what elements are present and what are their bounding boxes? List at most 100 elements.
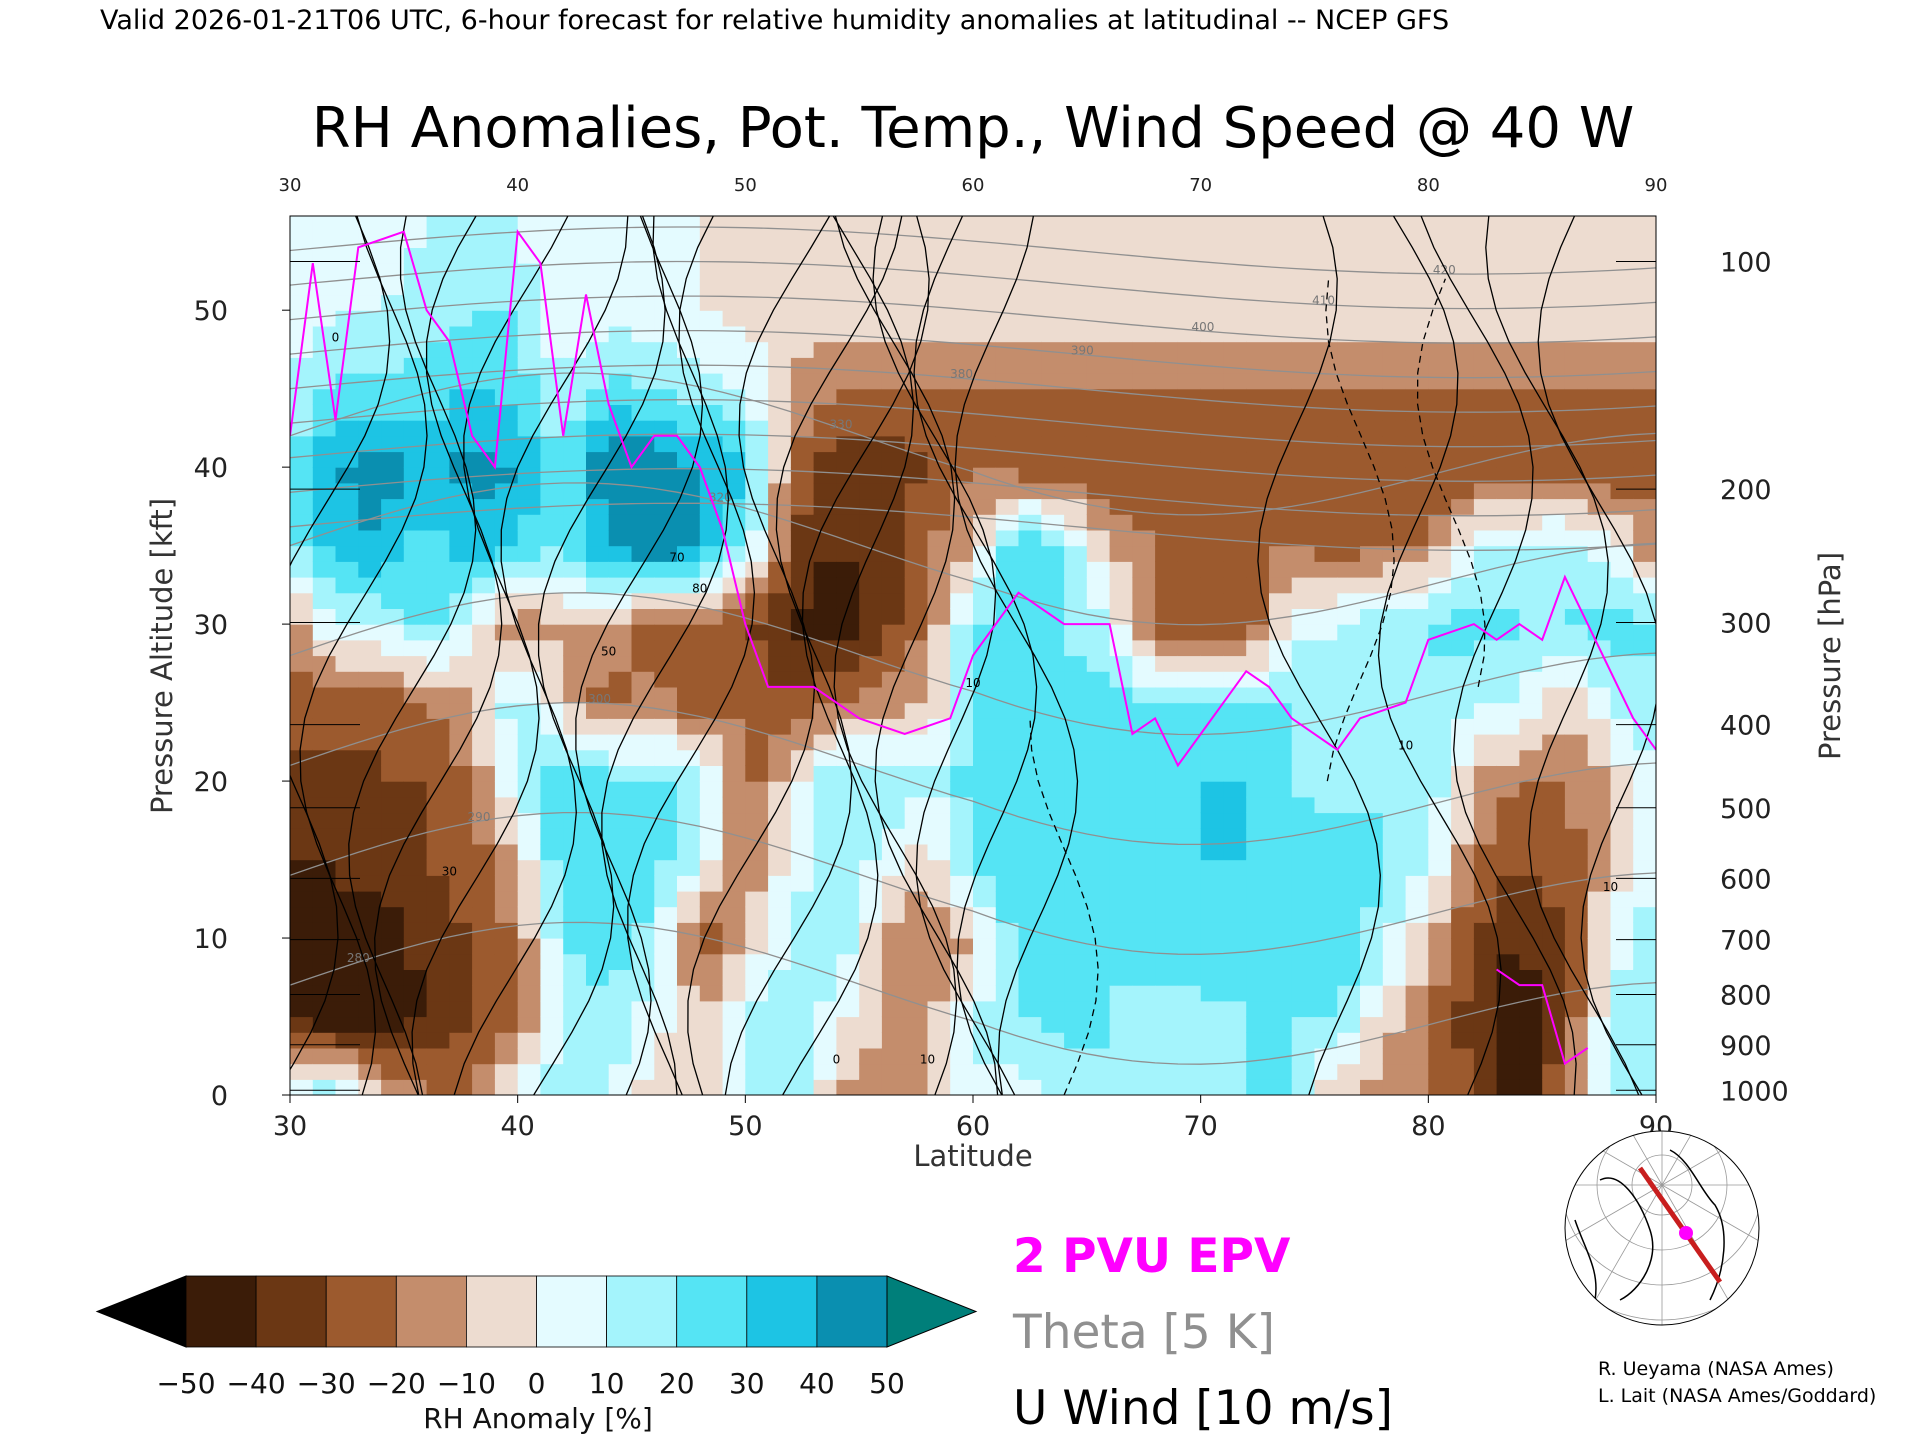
rh-cell	[1223, 482, 1247, 500]
rh-cell	[472, 749, 496, 766]
rh-cell	[881, 1000, 906, 1018]
rh-cell	[1405, 341, 1429, 358]
rh-cell	[1451, 702, 1475, 719]
rh-cell	[859, 624, 883, 641]
rh-cell	[654, 451, 678, 468]
rh-cell	[654, 247, 678, 264]
rh-cell	[859, 953, 883, 970]
rh-cell	[381, 561, 405, 578]
rh-cell	[1269, 985, 1293, 1002]
rh-cell	[904, 514, 929, 531]
rh-cell	[950, 828, 974, 845]
rh-cell	[1223, 718, 1247, 735]
rh-cell	[1496, 467, 1520, 484]
rh-cell	[631, 843, 655, 861]
rh-cell	[1337, 592, 1361, 609]
rh-cell	[563, 859, 587, 876]
u-wind-contour	[1537, 216, 1656, 1095]
rh-cell	[813, 1079, 837, 1095]
rh-cell	[312, 467, 337, 484]
rh-cell	[426, 765, 450, 782]
rh-cell	[1451, 216, 1475, 233]
rh-cell	[722, 828, 746, 845]
rh-cell	[950, 686, 974, 704]
u-wind-contour	[299, 216, 428, 1095]
rh-cell	[1496, 812, 1520, 829]
rh-cell	[1041, 655, 1065, 672]
rh-cell	[1155, 985, 1179, 1002]
rh-cell	[1542, 529, 1566, 547]
rh-cell	[631, 985, 655, 1002]
rh-cell	[1428, 310, 1452, 327]
rh-cell	[358, 765, 382, 782]
rh-cell	[1041, 529, 1065, 547]
rh-cell	[1177, 796, 1202, 814]
rh-cell	[904, 718, 929, 735]
rh-cell	[1564, 310, 1589, 327]
rh-cell	[1451, 577, 1475, 594]
rh-cell	[1200, 859, 1225, 876]
rh-cell	[1246, 875, 1270, 892]
rh-cell	[1041, 890, 1065, 908]
rh-cell	[1473, 655, 1498, 672]
u-wind-label: 0	[332, 331, 340, 345]
rh-cell	[1223, 357, 1247, 374]
rh-cell	[859, 686, 883, 704]
rh-cell	[1086, 969, 1111, 986]
rh-cell	[1132, 1079, 1156, 1095]
map-meridian	[1565, 1131, 1663, 1186]
rh-cell	[1086, 953, 1111, 970]
rh-cell	[1610, 718, 1634, 735]
rh-cell	[1064, 734, 1088, 751]
u-wind-contour	[872, 216, 1016, 1095]
rh-cell	[1109, 749, 1133, 766]
rh-cell	[540, 655, 564, 672]
rh-cell	[563, 467, 587, 484]
rh-cell	[1360, 1000, 1384, 1018]
rh-cell	[1132, 247, 1156, 264]
rh-cell	[312, 1016, 337, 1033]
rh-cell	[631, 325, 655, 343]
rh-cell	[836, 1032, 860, 1049]
rh-cell	[1451, 1016, 1475, 1033]
x-tick-label-top: 60	[962, 175, 985, 196]
rh-cell	[1473, 451, 1498, 468]
rh-cell	[768, 655, 792, 672]
rh-cell	[950, 310, 974, 327]
rh-cell	[472, 1063, 496, 1080]
rh-cell	[517, 655, 542, 672]
rh-cell	[1041, 843, 1065, 861]
rh-cell	[1223, 859, 1247, 876]
rh-cell	[608, 310, 633, 327]
rh-cell	[836, 734, 860, 751]
rh-cell	[1610, 843, 1634, 861]
theta-label: 290	[468, 810, 491, 824]
rh-cell	[335, 1000, 359, 1018]
rh-cell	[927, 922, 951, 939]
rh-cell	[1337, 890, 1361, 908]
rh-cell	[358, 812, 382, 829]
rh-cell	[859, 577, 883, 594]
rh-cell	[1610, 278, 1634, 296]
rh-cell	[1337, 953, 1361, 970]
rh-cell	[1018, 781, 1042, 798]
rh-cell	[403, 624, 428, 641]
rh-cell	[358, 985, 382, 1002]
rh-cell	[335, 624, 359, 641]
rh-cell	[1269, 1063, 1293, 1080]
rh-cell	[859, 718, 883, 735]
rh-cell	[1223, 985, 1247, 1002]
rh-cell	[813, 263, 837, 280]
rh-cell	[1587, 671, 1612, 688]
rh-cell	[1519, 796, 1543, 814]
rh-cell	[836, 843, 860, 861]
rh-cell	[358, 655, 382, 672]
rh-cell	[1337, 482, 1361, 500]
rh-cell	[1041, 985, 1065, 1002]
rh-cell	[1337, 1063, 1361, 1080]
rh-cell	[654, 686, 678, 704]
colorbar-tick-label: 50	[869, 1367, 905, 1400]
rh-cell	[1155, 482, 1179, 500]
rh-cell	[1382, 498, 1407, 515]
rh-cell	[1064, 969, 1088, 986]
